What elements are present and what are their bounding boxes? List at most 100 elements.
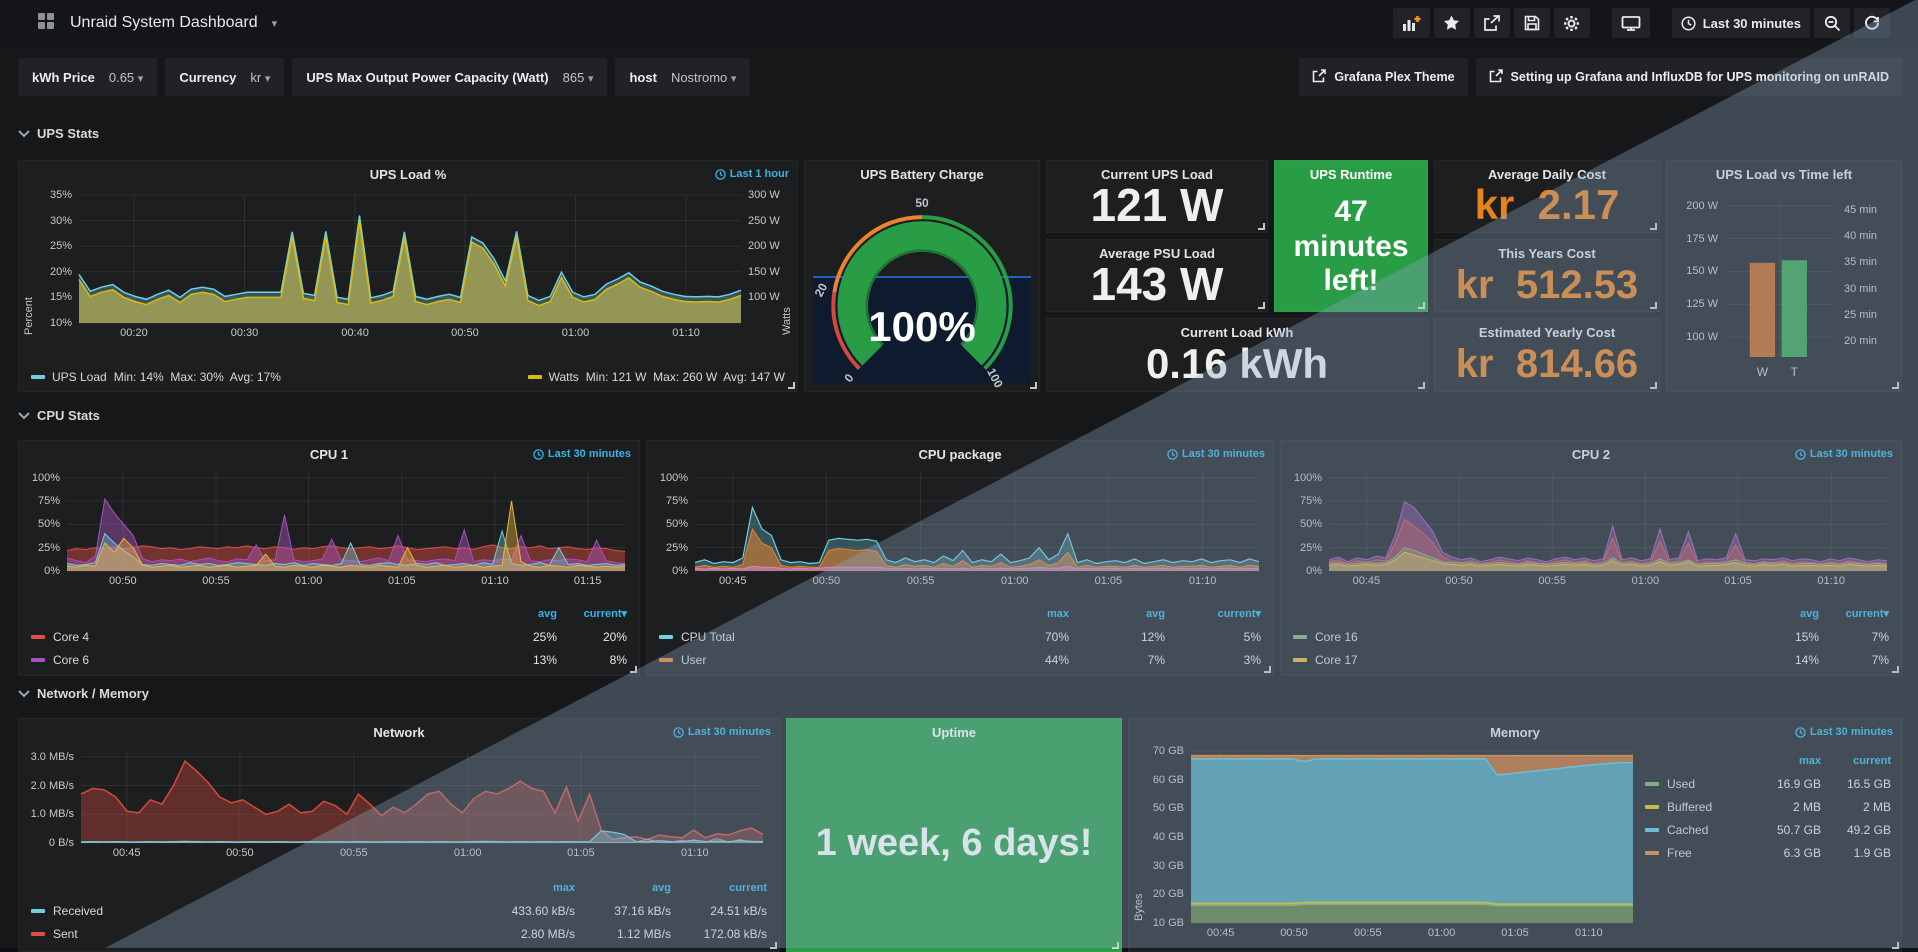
panel-title[interactable]: UPS Battery Charge bbox=[860, 167, 984, 182]
series-swatch bbox=[1293, 634, 1307, 639]
variable-value-dropdown[interactable]: Nostromo ▾ bbox=[670, 69, 737, 85]
legend-series-label[interactable]: Buffered bbox=[1667, 799, 1713, 814]
legend-series-label[interactable]: Cached bbox=[1667, 822, 1709, 837]
legend-series-label[interactable]: Used bbox=[1667, 776, 1696, 791]
series-swatch bbox=[527, 375, 542, 379]
legend-series-label[interactable]: Core 17 bbox=[1315, 652, 1358, 667]
section-ups-stats[interactable]: UPS Stats bbox=[18, 126, 99, 141]
legend-series-label[interactable]: Free bbox=[1667, 845, 1692, 860]
network-chart[interactable]: 0 B/s 1.0 MB/s 2.0 MB/s 3.0 MB/s 00:45 00:50 0… bbox=[23, 743, 775, 863]
axis-tick: 01:05 bbox=[1501, 927, 1529, 939]
axis-tick: 45 min bbox=[1844, 203, 1878, 216]
time-picker-button[interactable]: Last 30 minutes bbox=[1671, 8, 1810, 38]
panel-time-range[interactable]: Last 30 minutes bbox=[673, 726, 771, 738]
variable-value-dropdown[interactable]: 865 ▾ bbox=[562, 69, 594, 85]
section-network-memory[interactable]: Network / Memory bbox=[18, 686, 149, 701]
ups-load-chart[interactable]: 10% 15% 20% 25% 30% 35% 100 W 150 W 200 W 250 W 30… bbox=[23, 185, 793, 345]
axis-tick: 35 min bbox=[1844, 256, 1878, 269]
axis-tick: 00:55 bbox=[906, 575, 935, 587]
clock-icon bbox=[533, 448, 544, 460]
variable-host[interactable]: host Nostromo ▾ bbox=[615, 58, 751, 96]
battery-gauge[interactable]: 0 20 50 100 100% bbox=[811, 187, 1033, 390]
axis-tick: 200 W bbox=[748, 240, 780, 253]
panel-title[interactable]: CPU 2 bbox=[1571, 447, 1611, 462]
panel-title[interactable]: UPS Load % bbox=[369, 167, 447, 182]
dashboard-title[interactable]: Unraid System Dashboard bbox=[70, 14, 258, 31]
chevron-down-icon: ▾ bbox=[730, 72, 737, 85]
axis-tick: 150 W bbox=[1686, 265, 1718, 278]
variable-kwh-price[interactable]: kWh Price 0.65 ▾ bbox=[18, 58, 158, 96]
axis-tick: 01:10 bbox=[681, 847, 709, 859]
panel-title[interactable]: Memory bbox=[1490, 725, 1540, 740]
axis-tick: 10 GB bbox=[1152, 917, 1184, 929]
tv-mode-button[interactable] bbox=[1611, 8, 1650, 38]
settings-gear-button[interactable] bbox=[1553, 8, 1590, 38]
panel-title[interactable]: Network bbox=[373, 725, 425, 740]
star-button[interactable] bbox=[1433, 8, 1470, 38]
panel-average-psu-load: Average PSU Load 143 W bbox=[1046, 239, 1268, 312]
link-grafana-plex-theme[interactable]: Grafana Plex Theme bbox=[1299, 58, 1468, 96]
cpu2-chart[interactable]: 0% 25% 50% 75% 100% 00:45 00:50 00:55 01:00 01:05… bbox=[1285, 465, 1897, 591]
panel-time-range[interactable]: Last 30 minutes bbox=[1795, 726, 1893, 738]
legend-series-label[interactable]: CPU Total bbox=[681, 629, 735, 644]
axis-tick: 75% bbox=[37, 495, 60, 508]
refresh-button[interactable] bbox=[1854, 8, 1890, 38]
legend-series-label[interactable]: UPS Load bbox=[52, 370, 107, 384]
panel-title[interactable]: Average PSU Load bbox=[1099, 246, 1215, 261]
panel-title[interactable]: Current UPS Load bbox=[1101, 167, 1213, 182]
panel-title[interactable]: Current Load kWh bbox=[1180, 325, 1294, 340]
section-cpu-stats[interactable]: CPU Stats bbox=[18, 408, 100, 423]
cpu-package-chart[interactable]: 0% 25% 50% 75% 100% 00:45 00:50 00:55 01:00 01:05… bbox=[651, 465, 1269, 591]
link-ups-monitoring-guide[interactable]: Setting up Grafana and InfluxDB for UPS … bbox=[1475, 58, 1902, 96]
panel-title[interactable]: UPS Load vs Time left bbox=[1715, 167, 1853, 182]
axis-tick: 00:55 bbox=[202, 575, 230, 587]
memory-chart[interactable]: 10 GB 20 GB 30 GB 40 GB 50 GB 60 GB 70 GB 00:45… bbox=[1133, 743, 1639, 943]
axis-tick: 01:05 bbox=[1724, 575, 1752, 587]
panel-title[interactable]: Uptime bbox=[931, 725, 977, 740]
variable-label: kWh Price bbox=[32, 69, 95, 85]
variable-value-dropdown[interactable]: 0.65 ▾ bbox=[108, 69, 144, 85]
axis-tick: 00:45 bbox=[1206, 927, 1235, 939]
panel-title[interactable]: CPU 1 bbox=[309, 447, 349, 462]
panel-title[interactable]: UPS Runtime bbox=[1309, 167, 1393, 182]
panel-time-range[interactable]: Last 30 minutes bbox=[1167, 448, 1265, 460]
navbar-right: Last 30 minutes bbox=[1392, 8, 1890, 38]
variable-value-dropdown[interactable]: kr ▾ bbox=[250, 69, 271, 85]
panel-time-range[interactable]: Last 30 minutes bbox=[533, 448, 631, 460]
panel-cpu1: CPU 1 Last 30 minutes 0% 25% 50% 75% 100% 00:… bbox=[18, 440, 640, 676]
legend-series-stats: Min: 14% Max: 30% Avg: 17% bbox=[113, 370, 281, 384]
legend: max avg current▾ CPU Total 70% 12% 5% User 4… bbox=[659, 602, 1261, 671]
legend-series-label[interactable]: Core 4 bbox=[53, 629, 90, 644]
variable-currency[interactable]: Currency kr ▾ bbox=[165, 58, 285, 96]
save-button[interactable] bbox=[1513, 8, 1550, 38]
panel-time-range[interactable]: Last 1 hour bbox=[714, 168, 789, 180]
panel-time-range[interactable]: Last 30 minutes bbox=[1795, 448, 1893, 460]
zoom-out-button[interactable] bbox=[1814, 8, 1850, 38]
panel-title[interactable]: CPU package bbox=[918, 447, 1002, 462]
axis-tick: 00:40 bbox=[341, 327, 369, 339]
legend-series-label[interactable]: Received bbox=[53, 903, 104, 918]
axis-tick: 00:55 bbox=[1354, 927, 1382, 939]
axis-tick: 0% bbox=[1306, 565, 1322, 577]
cpu1-chart[interactable]: 0% 25% 50% 75% 100% 00:50 00:55 01:00 01:05 01:10… bbox=[23, 465, 635, 591]
axis-tick: 00:50 bbox=[812, 575, 841, 587]
variable-ups-max-output[interactable]: UPS Max Output Power Capacity (Watt) 865… bbox=[292, 58, 608, 96]
axis-tick: 200 W bbox=[1686, 199, 1718, 212]
panel-ups-runtime: UPS Runtime 47 minutes left! bbox=[1274, 160, 1428, 312]
axis-tick: 00:50 bbox=[1445, 575, 1473, 587]
load-vs-time-bar-chart[interactable]: 100 W 125 W 150 W 175 W 200 W 20 min 25 min 30 … bbox=[1671, 187, 1897, 385]
legend-series-label[interactable]: Sent bbox=[53, 926, 78, 941]
apps-grid-icon[interactable] bbox=[36, 11, 56, 36]
navbar: Unraid System Dashboard ▾ bbox=[0, 0, 1918, 46]
panel-title[interactable]: Estimated Yearly Cost bbox=[1478, 325, 1616, 340]
legend-series-label[interactable]: Watts bbox=[548, 370, 579, 384]
title-caret-icon[interactable]: ▾ bbox=[271, 17, 278, 30]
legend-series-label[interactable]: Core 16 bbox=[1315, 629, 1358, 644]
legend-series-label[interactable]: User bbox=[681, 652, 707, 667]
legend-series-label[interactable]: Core 6 bbox=[53, 652, 90, 667]
panel-title[interactable]: Average Daily Cost bbox=[1487, 167, 1606, 182]
add-panel-button[interactable] bbox=[1392, 8, 1430, 38]
axis-tick: 25% bbox=[49, 240, 72, 253]
share-button[interactable] bbox=[1473, 8, 1510, 38]
panel-title[interactable]: This Years Cost bbox=[1498, 246, 1596, 261]
